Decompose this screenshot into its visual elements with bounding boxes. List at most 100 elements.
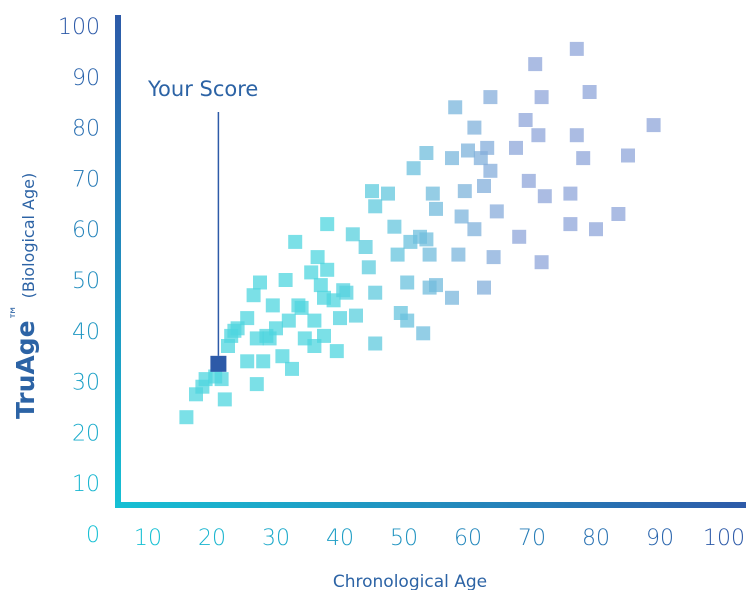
data-point <box>365 184 379 199</box>
x-axis-line <box>115 502 746 508</box>
data-point <box>179 410 194 425</box>
y-axis-label: TruAge™ (Biological Age) <box>7 173 40 419</box>
data-point <box>537 189 552 204</box>
data-point <box>528 57 543 72</box>
data-point <box>265 298 280 313</box>
data-point <box>406 161 421 176</box>
data-point <box>256 354 271 369</box>
x-tick-label: 30 <box>262 526 290 551</box>
data-point <box>307 313 322 328</box>
data-point <box>518 113 533 127</box>
y-tick-label: 30 <box>72 371 100 396</box>
your-score-label: Your Score <box>147 77 258 101</box>
data-point <box>387 219 402 234</box>
y-tick-label: 0 <box>86 523 100 548</box>
data-point <box>477 179 491 193</box>
svg-text:TruAge™(Biological Age): TruAge™ (Biological Age) <box>7 173 40 419</box>
data-point <box>422 247 437 262</box>
data-point <box>285 361 299 376</box>
data-point <box>509 140 523 155</box>
data-point <box>429 278 443 293</box>
data-point <box>278 273 293 287</box>
data-point <box>569 128 584 143</box>
data-point <box>419 146 434 160</box>
data-point <box>445 290 459 305</box>
data-point <box>275 349 290 364</box>
data-point <box>582 85 597 99</box>
data-point <box>240 354 255 369</box>
data-point <box>589 222 603 237</box>
data-point <box>534 90 549 105</box>
x-tick-label: 90 <box>646 526 674 551</box>
data-point <box>429 201 443 216</box>
y-tick-label: 50 <box>72 269 100 294</box>
data-point <box>281 313 296 328</box>
data-point <box>304 265 319 280</box>
data-point <box>483 90 498 105</box>
y-tick-label: 60 <box>72 218 100 243</box>
y-tick-label: 90 <box>72 66 100 91</box>
data-point <box>486 250 501 265</box>
y-tick-label: 40 <box>72 320 100 345</box>
data-point <box>569 41 584 56</box>
data-point <box>310 250 325 265</box>
data-point <box>339 285 354 300</box>
data-point <box>368 285 383 300</box>
y-tick-label: 20 <box>72 421 100 446</box>
x-tick-label: 10 <box>134 526 162 551</box>
y-axis-line <box>115 15 121 508</box>
data-point <box>294 300 309 315</box>
data-point <box>381 186 395 201</box>
x-tick-label: 60 <box>454 526 482 551</box>
data-point <box>249 377 264 392</box>
data-point <box>349 308 363 323</box>
data-point <box>246 288 261 303</box>
y-tick-label: 70 <box>72 167 100 192</box>
data-point <box>445 151 459 166</box>
data-point <box>531 128 546 143</box>
x-tick-labels: 10 20 30 40 50 60 70 80 90 100 <box>134 526 745 551</box>
data-point <box>477 280 491 295</box>
data-points <box>179 41 661 425</box>
your-score-point <box>210 355 227 372</box>
data-point <box>563 186 578 201</box>
data-point <box>345 227 360 242</box>
data-point <box>361 260 376 275</box>
data-point <box>563 217 578 232</box>
data-point <box>253 275 267 290</box>
data-point <box>400 313 415 328</box>
data-point <box>416 326 431 341</box>
y-tick-label: 100 <box>58 15 100 40</box>
y-axis-label-sub: (Biological Age) <box>19 173 38 299</box>
x-tick-label: 50 <box>390 526 418 551</box>
data-point <box>457 184 472 199</box>
data-point <box>448 100 463 115</box>
data-point <box>333 311 347 326</box>
data-point <box>240 311 255 326</box>
data-point <box>621 148 635 163</box>
data-point <box>320 217 335 232</box>
y-axis-label-tm: ™ <box>7 304 26 320</box>
data-point <box>425 186 440 201</box>
data-point <box>489 204 504 219</box>
data-point <box>576 151 591 166</box>
x-axis-label: Chronological Age <box>333 572 487 590</box>
data-point <box>467 120 482 135</box>
x-tick-label: 80 <box>582 526 610 551</box>
x-tick-label: 100 <box>703 526 745 551</box>
data-point <box>368 336 383 351</box>
your-score-layer <box>210 355 227 372</box>
data-point <box>461 143 475 158</box>
data-point <box>214 372 229 387</box>
data-point <box>480 140 495 155</box>
data-point <box>646 118 661 133</box>
data-point <box>400 275 415 290</box>
data-point <box>269 321 283 336</box>
y-tick-label: 80 <box>72 117 100 142</box>
y-tick-labels: 0 10 20 30 40 50 60 70 80 90 100 <box>58 15 100 548</box>
data-point <box>217 392 232 407</box>
y-tick-label: 10 <box>72 472 100 497</box>
data-point <box>512 229 527 244</box>
data-point <box>358 240 373 254</box>
